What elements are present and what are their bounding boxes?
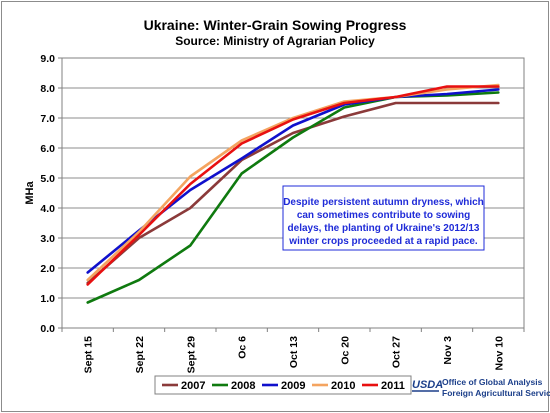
x-tick-label: Sept 22 (134, 336, 146, 374)
x-tick-label: Nov 3 (442, 336, 454, 365)
annotation-line-1: Despite persistent autumn dryness, which (283, 197, 484, 208)
chart-subtitle: Source: Ministry of Agrarian Policy (175, 34, 375, 48)
annotation-border (282, 185, 485, 251)
legend-label: 2009 (281, 380, 305, 392)
series-lines (86, 83, 500, 304)
y-axis-ticks: 0.0 1.0 2.0 3.0 4.0 5.0 6.0 7.0 8.0 9.0 (40, 53, 62, 335)
series-line-2007 (86, 101, 500, 285)
legend-label: 2011 (381, 380, 405, 392)
x-axis-ticks: Sept 15 Sept 22 Sept 29 Oc 6 Oct 13 Oc 20 Oct … (61, 328, 525, 374)
y-tick-label: 6.0 (40, 143, 55, 155)
legend-box (154, 375, 412, 395)
series-line-2010 (86, 83, 500, 282)
y-axis-label: MHa (24, 181, 36, 205)
chart-title: Ukraine: Winter-Grain Sowing Progress (144, 17, 407, 33)
x-tick-label: Sept 29 (185, 336, 197, 374)
series-line-2011 (86, 85, 500, 286)
y-tick-label: 4.0 (40, 203, 55, 215)
footer-line-2: Foreign Agricultural Service (442, 388, 550, 398)
annotation-line-2: can sometimes contribute to sowing (297, 210, 470, 221)
x-tick-label: Oc 6 (237, 336, 249, 359)
legend-label: 2010 (331, 380, 355, 392)
x-tick-label: Oc 20 (339, 336, 351, 365)
y-tick-label: 1.0 (40, 293, 55, 305)
legend-label: 2008 (231, 380, 255, 392)
y-tick-label: 7.0 (40, 113, 55, 125)
y-tick-label: 5.0 (40, 173, 55, 185)
annotation-box: Despite persistent autumn dryness, which… (282, 185, 485, 251)
x-tick-label: Nov 10 (493, 336, 505, 371)
legend: 2007 2008 2009 2010 2011 (154, 375, 412, 395)
footer-line-1: Office of Global Analysis (442, 377, 543, 387)
usda-footer: USDA Office of Global Analysis Foreign A… (412, 377, 550, 398)
y-tick-label: 9.0 (40, 53, 55, 65)
y-tick-label: 0.0 (40, 323, 55, 335)
legend-label: 2007 (181, 380, 205, 392)
y-tick-label: 2.0 (40, 263, 55, 275)
annotation-line-3: delays, the planting of Ukraine's 2012/1… (288, 223, 480, 234)
plot-area (61, 57, 525, 329)
usda-logo: USDA (412, 379, 443, 391)
y-tick-label: 3.0 (40, 233, 55, 245)
x-tick-label: Sept 15 (83, 336, 95, 374)
x-tick-label: Oct 27 (391, 336, 403, 368)
x-tick-label: Oct 13 (288, 336, 300, 368)
annotation-line-4: winter crops proceeded at a rapid pace. (288, 236, 478, 247)
y-tick-label: 8.0 (40, 83, 55, 95)
